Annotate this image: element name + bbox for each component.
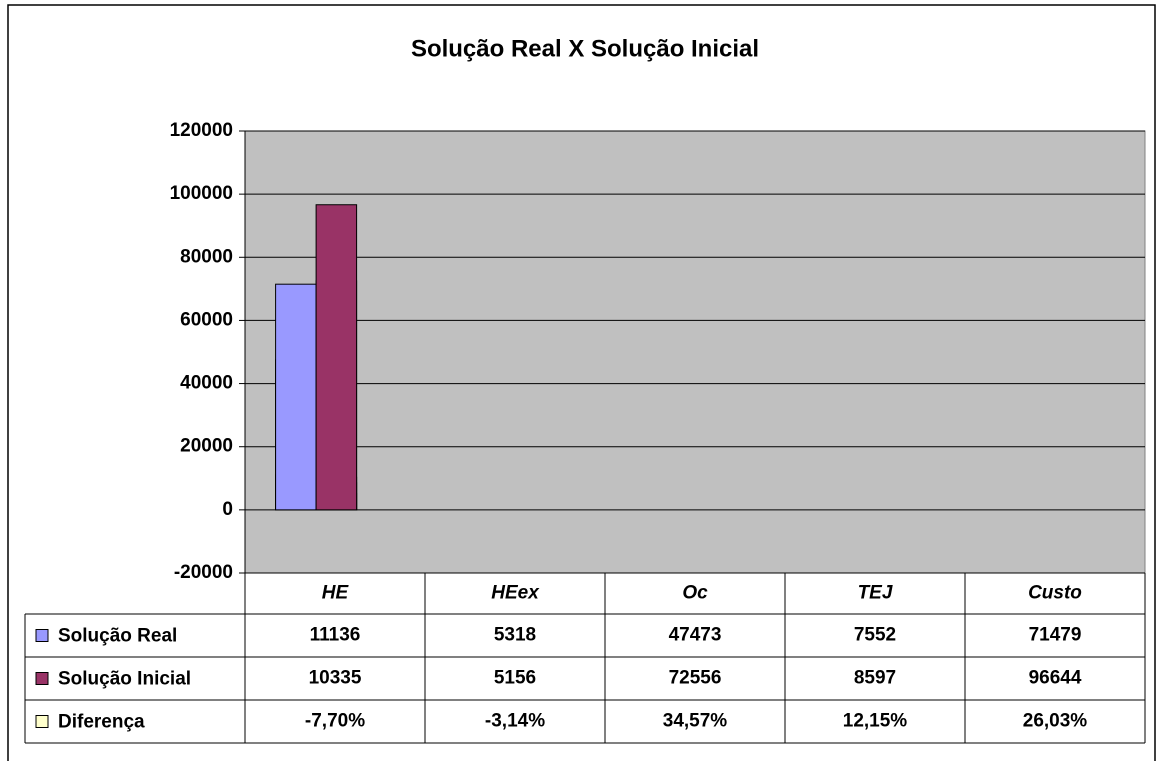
y-tick-label: 100000 [170,183,233,204]
x-tick-label: Custo [1028,583,1082,604]
y-tick-label: 60000 [180,309,233,330]
y-tick-label: 40000 [180,373,233,394]
y-tick-label: 0 [222,499,233,520]
table-cell: 5318 [494,625,536,646]
table-cell: -3,14% [485,711,545,732]
x-tick-label: Oc [682,583,708,604]
chart-title: Solução Real X Solução Inicial [411,35,759,62]
table-cell: 72556 [669,668,722,689]
bar [315,204,358,511]
x-tick-label: HE [322,583,350,604]
bar [275,283,317,511]
legend-swatch [35,715,49,728]
legend-label: Diferença [58,712,145,733]
table-cell: 11136 [310,625,361,646]
table-cell: 12,15% [843,711,908,732]
table-cell: 34,57% [663,711,728,732]
y-tick-label: -20000 [174,562,233,583]
legend-label: Solução Inicial [58,669,191,690]
table-cell: 71479 [1029,625,1082,646]
legend-swatch [35,672,49,685]
y-tick-label: 20000 [180,436,233,457]
legend-swatch [35,629,49,642]
table-cell: 26,03% [1023,711,1088,732]
table-cell: -7,70% [305,711,365,732]
x-tick-label: HEex [491,583,540,604]
plot-area [244,130,1146,574]
legend-label: Solução Real [58,626,177,647]
table-cell: 8597 [854,668,896,689]
table-cell: 5156 [494,668,536,689]
table-cell: 7552 [854,625,896,646]
y-tick-label: 120000 [170,120,233,141]
x-tick-label: TEJ [858,583,893,604]
table-cell: 10335 [309,668,362,689]
y-tick-label: 80000 [180,246,233,267]
table-cell: 47473 [669,625,722,646]
table-cell: 96644 [1029,668,1082,689]
